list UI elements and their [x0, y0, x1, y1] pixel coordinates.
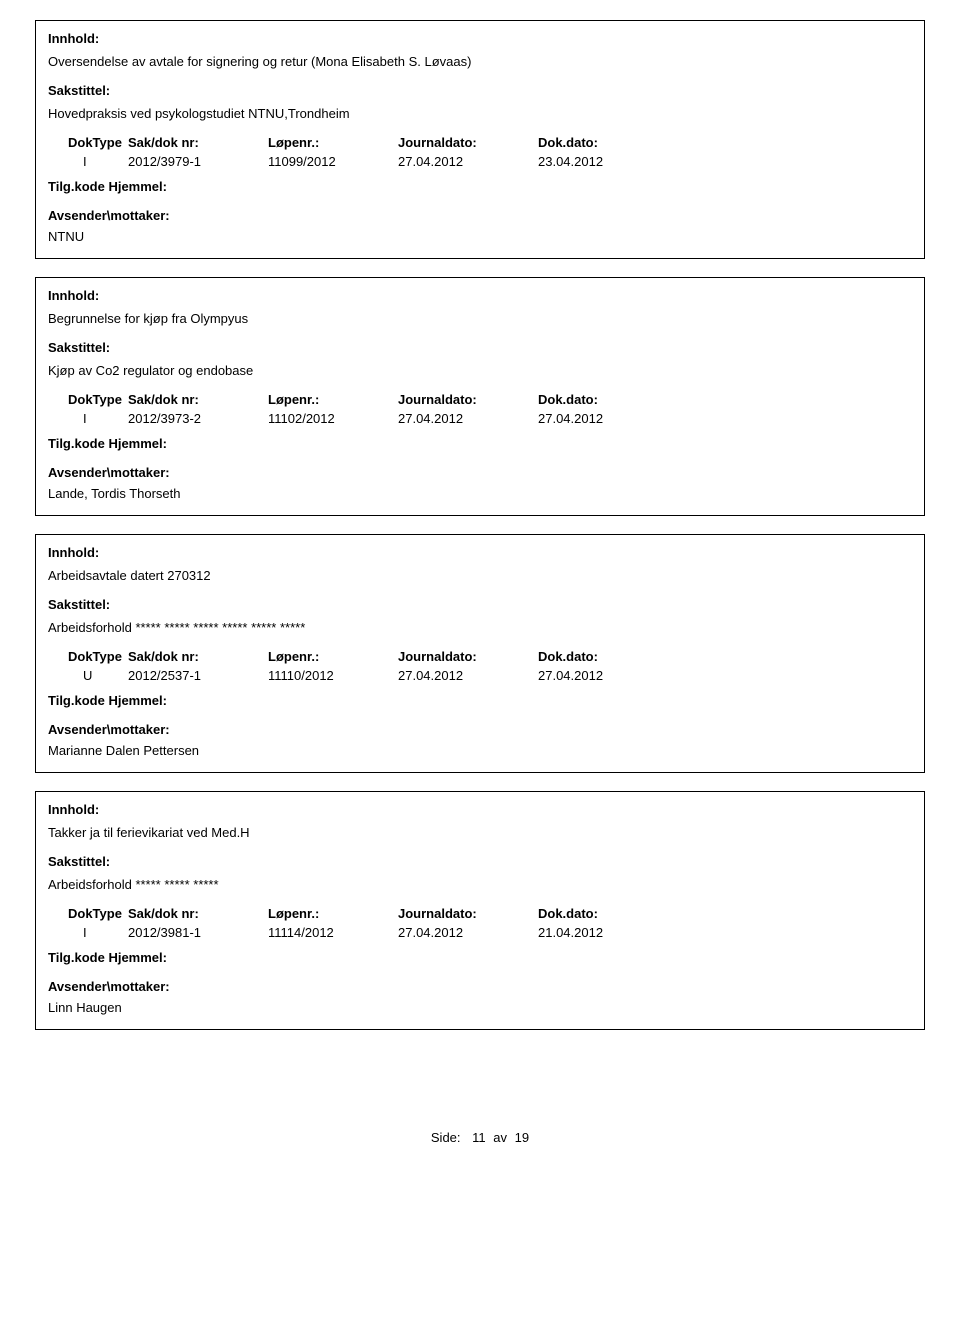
avsender-label: Avsender\mottaker:	[48, 979, 912, 994]
avsender-name: Lande, Tordis Thorseth	[48, 486, 912, 501]
tilgkode-hjemmel: Tilg.kode Hjemmel:	[48, 436, 912, 451]
table-header: DokType Sak/dok nr: Løpenr.: Journaldato…	[48, 649, 912, 664]
sakstittel-text: Kjøp av Co2 regulator og endobase	[48, 363, 912, 378]
cell-journaldato: 27.04.2012	[398, 925, 538, 940]
cell-journaldato: 27.04.2012	[398, 411, 538, 426]
record-3: Innhold: Arbeidsavtale datert 270312 Sak…	[35, 534, 925, 773]
header-dokdato: Dok.dato:	[538, 906, 658, 921]
header-saknr: Sak/dok nr:	[128, 906, 268, 921]
header-journaldato: Journaldato:	[398, 649, 538, 664]
sakstittel-label: Sakstittel:	[48, 597, 912, 612]
innhold-label: Innhold:	[48, 802, 912, 817]
cell-doktype: I	[48, 925, 128, 940]
header-lopenr: Løpenr.:	[268, 135, 398, 150]
header-lopenr: Løpenr.:	[268, 392, 398, 407]
innhold-text: Begrunnelse for kjøp fra Olympyus	[48, 311, 912, 326]
record-2: Innhold: Begrunnelse for kjøp fra Olympy…	[35, 277, 925, 516]
header-doktype: DokType	[48, 649, 128, 664]
table-row: I 2012/3981-1 11114/2012 27.04.2012 21.0…	[48, 925, 912, 940]
innhold-label: Innhold:	[48, 288, 912, 303]
header-saknr: Sak/dok nr:	[128, 392, 268, 407]
cell-saknr: 2012/3979-1	[128, 154, 268, 169]
header-doktype: DokType	[48, 392, 128, 407]
table-row: I 2012/3973-2 11102/2012 27.04.2012 27.0…	[48, 411, 912, 426]
cell-lopenr: 11114/2012	[268, 925, 398, 940]
avsender-label: Avsender\mottaker:	[48, 208, 912, 223]
sakstittel-label: Sakstittel:	[48, 854, 912, 869]
avsender-name: Linn Haugen	[48, 1000, 912, 1015]
cell-dokdato: 21.04.2012	[538, 925, 658, 940]
cell-journaldato: 27.04.2012	[398, 668, 538, 683]
sakstittel-text: Arbeidsforhold ***** ***** ***** ***** *…	[48, 620, 912, 635]
avsender-name: Marianne Dalen Pettersen	[48, 743, 912, 758]
sakstittel-text: Hovedpraksis ved psykologstudiet NTNU,Tr…	[48, 106, 912, 121]
table-header: DokType Sak/dok nr: Løpenr.: Journaldato…	[48, 135, 912, 150]
header-lopenr: Løpenr.:	[268, 906, 398, 921]
header-saknr: Sak/dok nr:	[128, 649, 268, 664]
cell-dokdato: 27.04.2012	[538, 411, 658, 426]
table-row: I 2012/3979-1 11099/2012 27.04.2012 23.0…	[48, 154, 912, 169]
cell-saknr: 2012/3973-2	[128, 411, 268, 426]
header-saknr: Sak/dok nr:	[128, 135, 268, 150]
footer-side-label: Side:	[431, 1130, 461, 1145]
header-journaldato: Journaldato:	[398, 906, 538, 921]
header-dokdato: Dok.dato:	[538, 135, 658, 150]
cell-dokdato: 23.04.2012	[538, 154, 658, 169]
footer-page-number: 11	[472, 1130, 486, 1145]
cell-saknr: 2012/2537-1	[128, 668, 268, 683]
cell-saknr: 2012/3981-1	[128, 925, 268, 940]
innhold-text: Oversendelse av avtale for signering og …	[48, 54, 912, 69]
header-doktype: DokType	[48, 906, 128, 921]
table-row: U 2012/2537-1 11110/2012 27.04.2012 27.0…	[48, 668, 912, 683]
header-lopenr: Løpenr.:	[268, 649, 398, 664]
avsender-name: NTNU	[48, 229, 912, 244]
header-dokdato: Dok.dato:	[538, 392, 658, 407]
tilgkode-hjemmel: Tilg.kode Hjemmel:	[48, 950, 912, 965]
record-1: Innhold: Oversendelse av avtale for sign…	[35, 20, 925, 259]
tilgkode-hjemmel: Tilg.kode Hjemmel:	[48, 179, 912, 194]
header-dokdato: Dok.dato:	[538, 649, 658, 664]
innhold-label: Innhold:	[48, 31, 912, 46]
cell-lopenr: 11099/2012	[268, 154, 398, 169]
sakstittel-label: Sakstittel:	[48, 83, 912, 98]
avsender-label: Avsender\mottaker:	[48, 465, 912, 480]
table-header: DokType Sak/dok nr: Løpenr.: Journaldato…	[48, 906, 912, 921]
header-doktype: DokType	[48, 135, 128, 150]
page-footer: Side: 11 av 19	[35, 1130, 925, 1145]
table-header: DokType Sak/dok nr: Løpenr.: Journaldato…	[48, 392, 912, 407]
cell-lopenr: 11110/2012	[268, 668, 398, 683]
innhold-text: Takker ja til ferievikariat ved Med.H	[48, 825, 912, 840]
cell-journaldato: 27.04.2012	[398, 154, 538, 169]
cell-doktype: I	[48, 154, 128, 169]
tilgkode-hjemmel: Tilg.kode Hjemmel:	[48, 693, 912, 708]
sakstittel-text: Arbeidsforhold ***** ***** *****	[48, 877, 912, 892]
footer-total-pages: 19	[515, 1130, 529, 1145]
header-journaldato: Journaldato:	[398, 392, 538, 407]
cell-lopenr: 11102/2012	[268, 411, 398, 426]
sakstittel-label: Sakstittel:	[48, 340, 912, 355]
cell-doktype: I	[48, 411, 128, 426]
cell-dokdato: 27.04.2012	[538, 668, 658, 683]
innhold-text: Arbeidsavtale datert 270312	[48, 568, 912, 583]
cell-doktype: U	[48, 668, 128, 683]
record-4: Innhold: Takker ja til ferievikariat ved…	[35, 791, 925, 1030]
innhold-label: Innhold:	[48, 545, 912, 560]
footer-av-label: av	[493, 1130, 507, 1145]
header-journaldato: Journaldato:	[398, 135, 538, 150]
avsender-label: Avsender\mottaker:	[48, 722, 912, 737]
